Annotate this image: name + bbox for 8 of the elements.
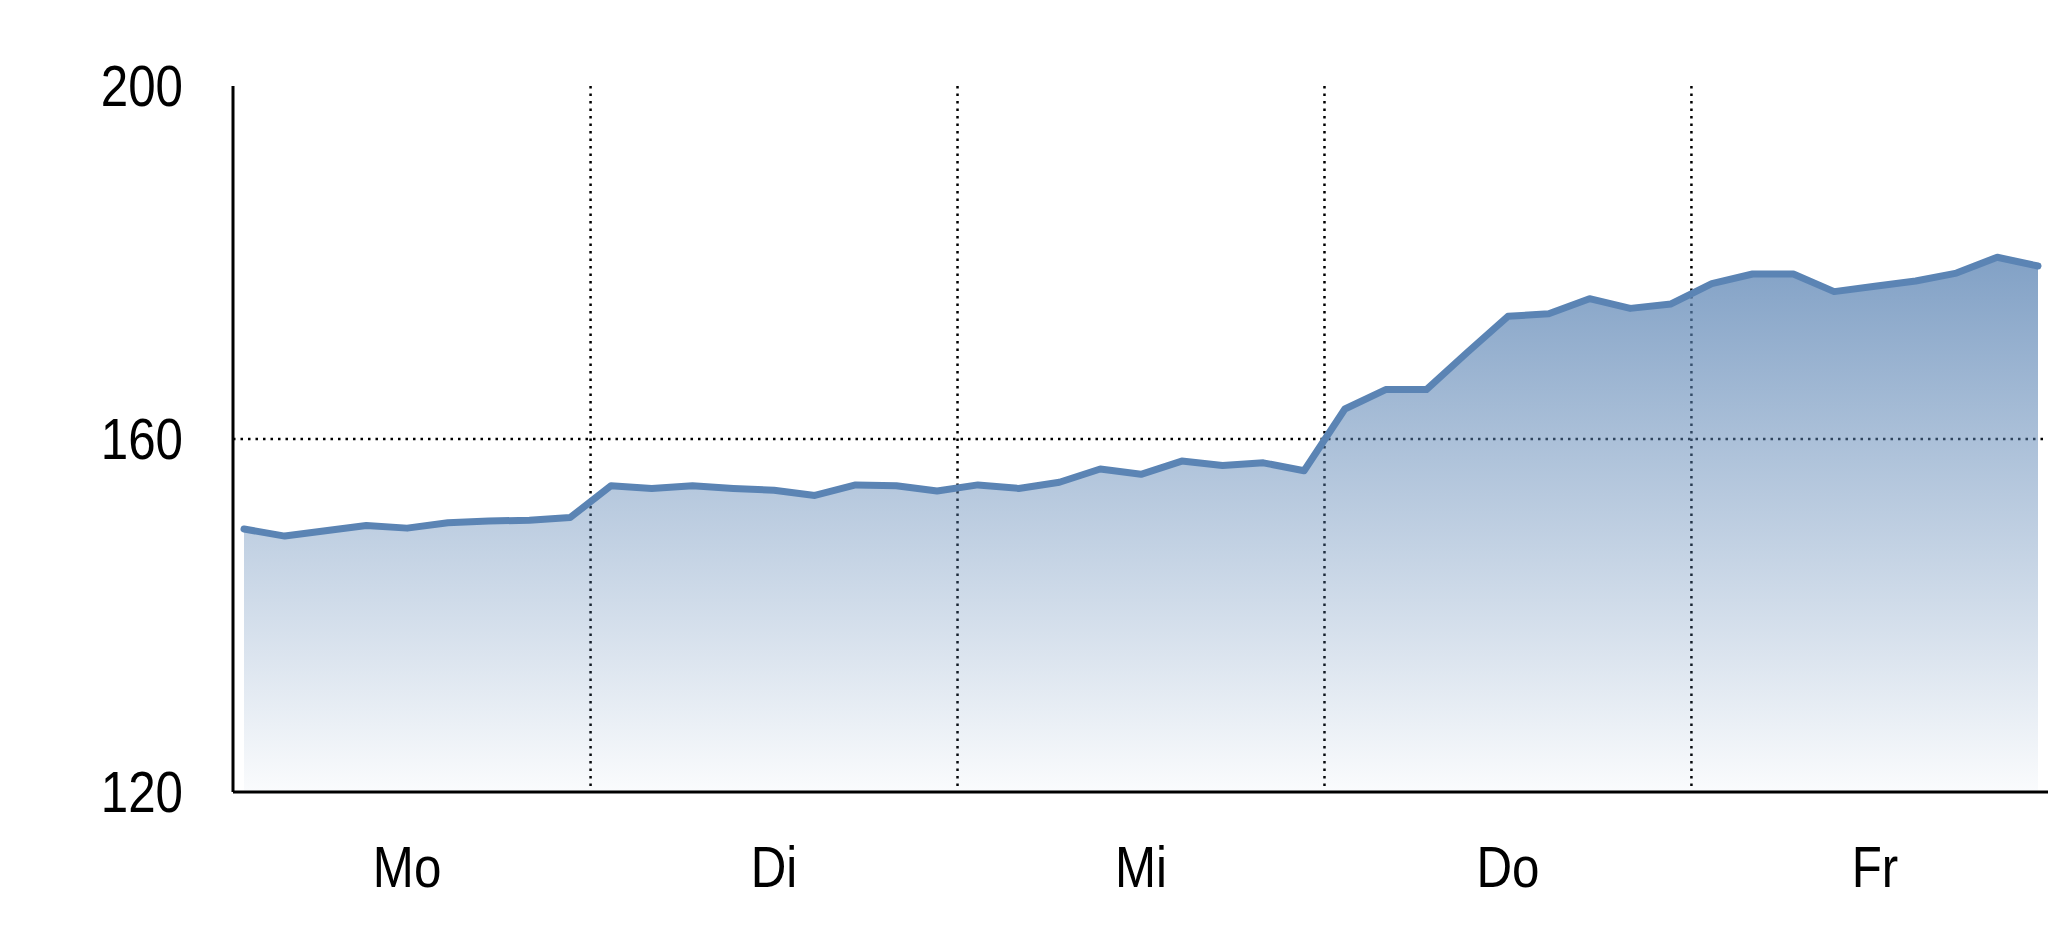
x-tick-label: Fr: [1851, 834, 1899, 899]
x-tick-label: Mo: [372, 834, 442, 899]
y-tick-label: 120: [100, 759, 183, 825]
y-tick-label: 200: [100, 53, 183, 119]
y-tick-label: 160: [100, 406, 183, 472]
x-tick-label: Di: [750, 834, 798, 899]
x-tick-label: Do: [1476, 834, 1540, 899]
x-tick-label: Mi: [1114, 834, 1168, 899]
